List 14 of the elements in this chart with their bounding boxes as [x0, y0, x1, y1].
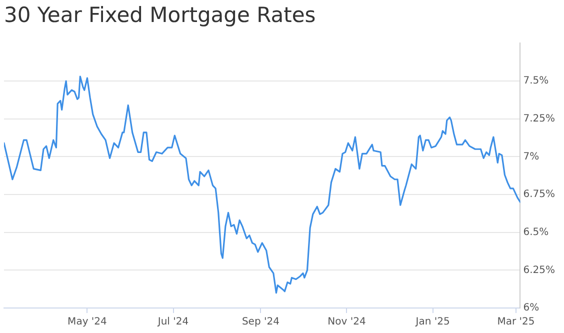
y-tick-label: 7.25%: [523, 113, 556, 124]
y-tick-label: 6.25%: [523, 264, 556, 276]
x-tick-label: Nov '24: [328, 316, 366, 328]
y-tick-label: 7.5%: [523, 76, 549, 87]
x-tick-label: May '24: [68, 316, 107, 328]
x-tick-label: Jan '25: [414, 316, 450, 328]
x-tick-label: Sep '24: [242, 316, 280, 328]
x-tick-label: Mar '25: [497, 316, 535, 328]
y-tick-label: 6.5%: [523, 226, 549, 238]
chart-title: 30 Year Fixed Mortgage Rates: [4, 3, 316, 28]
x-tick-label: Jul '24: [156, 316, 189, 328]
y-tick-label: 6.75%: [523, 189, 556, 200]
y-tick-label: 7%: [523, 151, 540, 162]
y-tick-label: 6%: [523, 302, 540, 314]
